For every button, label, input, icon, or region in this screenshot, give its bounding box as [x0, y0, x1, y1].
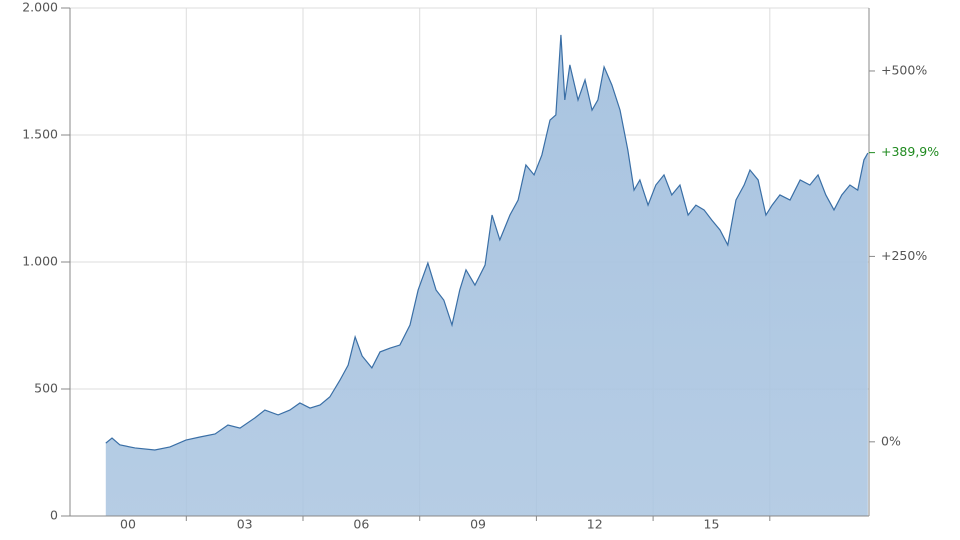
x-tick-label: 12 [587, 517, 603, 532]
y2-tick-label: +500% [881, 62, 927, 77]
y2-tick-label: +250% [881, 248, 927, 263]
y-tick-label: 2.000 [22, 0, 58, 15]
line [105, 34, 869, 451]
area [105, 34, 868, 516]
x-tick-label: 00 [120, 517, 136, 532]
x-tick-label: 09 [470, 517, 486, 532]
y-tick-label: 500 [34, 381, 58, 396]
x-tick-label: 06 [353, 517, 369, 532]
y-tick-label: 1.000 [22, 254, 58, 269]
y2-tick-label: 0% [881, 433, 901, 448]
x-tick-label: 15 [704, 517, 720, 532]
x-tick-label: 03 [237, 517, 253, 532]
current-label: +389,9% [881, 144, 939, 159]
y-tick-label: 1.500 [22, 127, 58, 142]
y-tick-label: 0 [50, 508, 58, 523]
